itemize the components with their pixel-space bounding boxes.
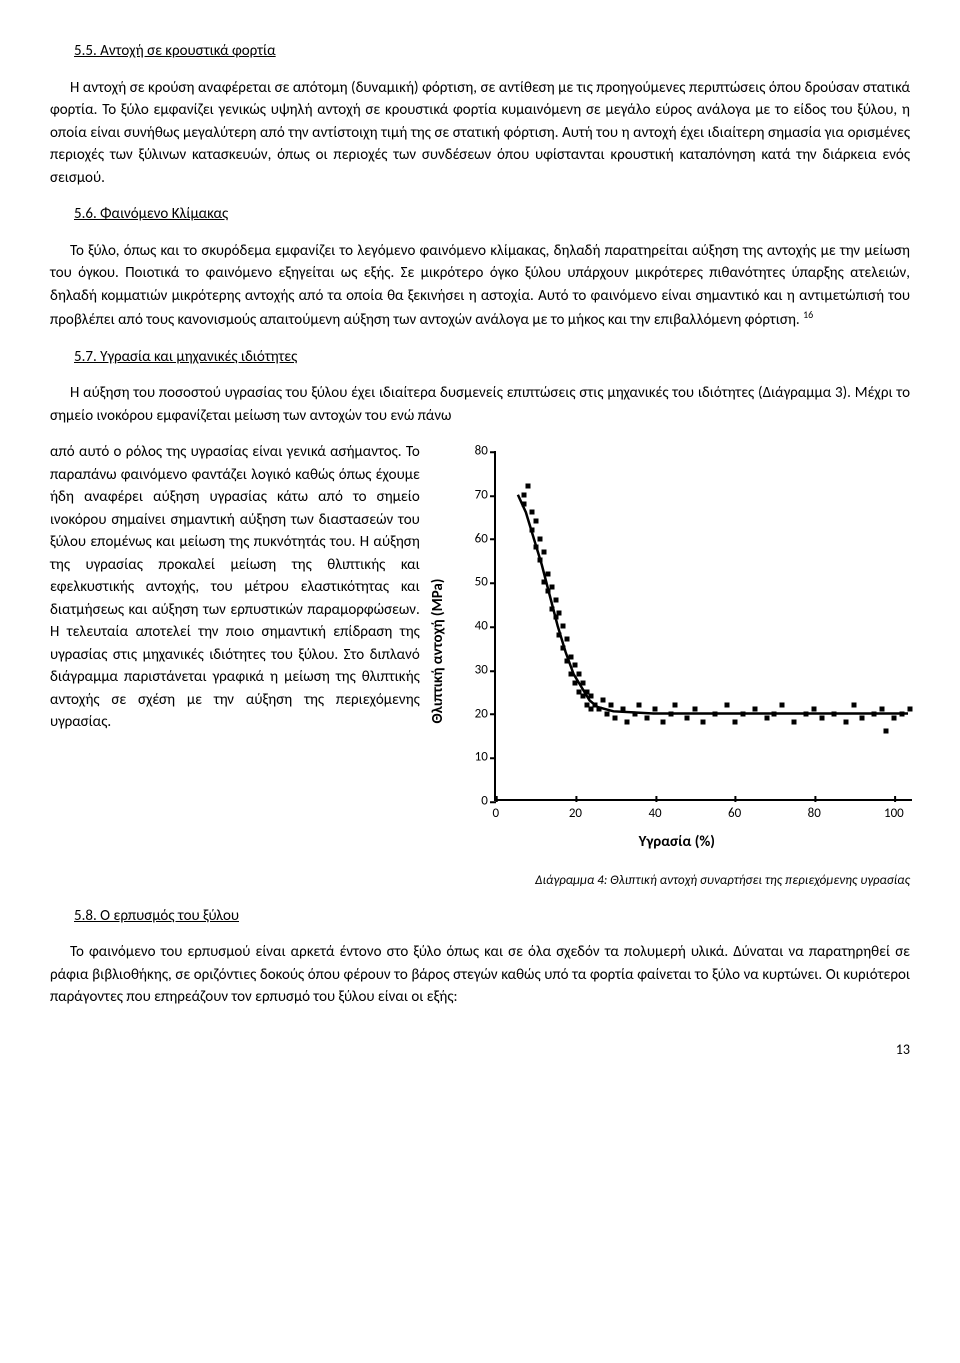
chart-ylabel: Θλιπτική αντοχή (MPa) [427,579,450,724]
para-5-7-2: από αυτό ο ρόλος της υγρασίας είναι γενι… [50,441,420,734]
chart-ytick: 60 [456,529,488,549]
chart-ytick: 80 [456,441,488,461]
chart-xtick: 100 [884,804,904,824]
heading-5-7: 5.7. Υγρασία και μηχανικές ιδιότητες [74,346,910,369]
chart-ytick: 40 [456,616,488,636]
chart-xtick: 80 [808,804,821,824]
chart-ytick: 0 [456,791,488,811]
compressive-strength-chart: Θλιπτική αντοχή (MPa) 010203040506070800… [432,441,922,861]
chart-ytick: 10 [456,748,488,768]
para-5-5-1: Η αντοχή σε κρούση αναφέρεται σε απότομη… [50,77,910,190]
page-number: 13 [50,1039,910,1060]
heading-5-5: 5.5. Αντοχή σε κρουστικά φορτία [74,40,910,63]
chart-column: Θλιπτική αντοχή (MPa) 010203040506070800… [432,441,922,861]
para-5-7-1: Η αύξηση του ποσοστού υγρασίας του ξύλου… [50,382,910,427]
chart-curve [494,451,912,801]
chart-ytick: 70 [456,485,488,505]
chart-xtick: 40 [648,804,661,824]
chart-xlabel: Υγρασία (%) [639,831,715,854]
chart-xtick: 20 [569,804,582,824]
chart-ytick: 50 [456,573,488,593]
chart-caption: Διάγραμμα 4: Θλιπτική αντοχή συναρτήσει … [50,871,910,891]
chart-ytick: 30 [456,660,488,680]
text-chart-row: από αυτό ο ρόλος της υγρασίας είναι γενι… [50,441,910,861]
para-5-6-text: Το ξύλο, όπως και το σκυρόδεμα εμφανίζει… [50,242,910,330]
chart-xtick: 0 [493,804,500,824]
chart-xtick: 60 [728,804,741,824]
heading-5-8: 5.8. Ο ερπυσμός του ξύλου [74,905,910,928]
heading-5-6: 5.6. Φαινόμενο Κλίμακας [74,203,910,226]
para-5-6-1: Το ξύλο, όπως και το σκυρόδεμα εμφανίζει… [50,240,910,332]
chart-ytick: 20 [456,704,488,724]
para-5-8-1: Το φαινόμενο του ερπυσμού είναι αρκετά έ… [50,941,910,1009]
para-5-7-2-column: από αυτό ο ρόλος της υγρασίας είναι γενι… [50,441,420,734]
footnote-ref-16: 16 [803,308,813,321]
